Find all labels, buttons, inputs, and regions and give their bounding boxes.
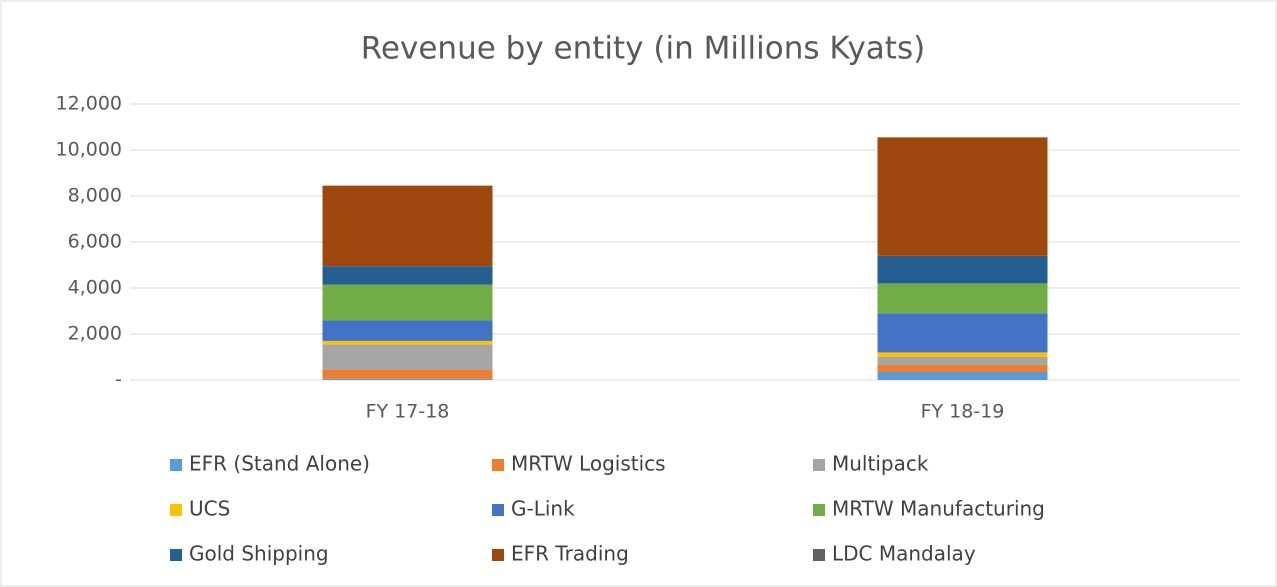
y-tick-label: 4,000	[68, 277, 122, 299]
x-tick-label: FY 18-19	[921, 401, 1005, 423]
legend-swatch	[170, 504, 182, 516]
legend-label: EFR Trading	[511, 542, 629, 566]
legend-label: UCS	[189, 497, 230, 521]
bar-segment	[322, 344, 493, 370]
legend-swatch	[170, 459, 182, 471]
bar-segment	[877, 365, 1048, 372]
legend-swatch	[813, 504, 825, 516]
legend-label: G-Link	[511, 497, 575, 521]
chart-title: Revenue by entity (in Millions Kyats)	[361, 31, 925, 67]
y-tick-label: 10,000	[56, 139, 122, 161]
legend-swatch	[813, 459, 825, 471]
bar-segment	[322, 284, 493, 321]
legend-swatch	[813, 549, 825, 561]
legend-swatch	[170, 549, 182, 561]
legend-label: LDC Mandalay	[832, 542, 976, 566]
bar-segment	[877, 255, 1048, 284]
legend-label: MRTW Logistics	[511, 452, 666, 476]
bar-segment	[877, 283, 1048, 314]
legend-label: Gold Shipping	[189, 542, 329, 566]
bar-segment	[877, 313, 1048, 353]
bar-segment	[322, 266, 493, 285]
legend-swatch	[492, 549, 504, 561]
y-tick-label: -	[115, 369, 122, 391]
y-tick-label: 12,000	[56, 93, 122, 115]
legend-label: Multipack	[832, 452, 929, 476]
bar-segment	[877, 357, 1048, 366]
y-tick-label: 2,000	[68, 323, 122, 345]
bar-segment	[877, 137, 1048, 256]
bar-segment	[322, 185, 493, 267]
bar-segment	[322, 378, 493, 380]
bar-segment	[877, 371, 1048, 380]
y-tick-label: 8,000	[68, 185, 122, 207]
x-tick-label: FY 17-18	[366, 401, 450, 423]
legend-swatch	[492, 504, 504, 516]
legend-label: EFR (Stand Alone)	[189, 452, 370, 476]
y-tick-label: 6,000	[68, 231, 122, 253]
bar-segment	[322, 320, 493, 341]
bar-segment	[322, 369, 493, 379]
legend-swatch	[492, 459, 504, 471]
bar-segment	[877, 352, 1048, 357]
bar-segment	[322, 340, 493, 345]
legend-label: MRTW Manufacturing	[832, 497, 1045, 521]
